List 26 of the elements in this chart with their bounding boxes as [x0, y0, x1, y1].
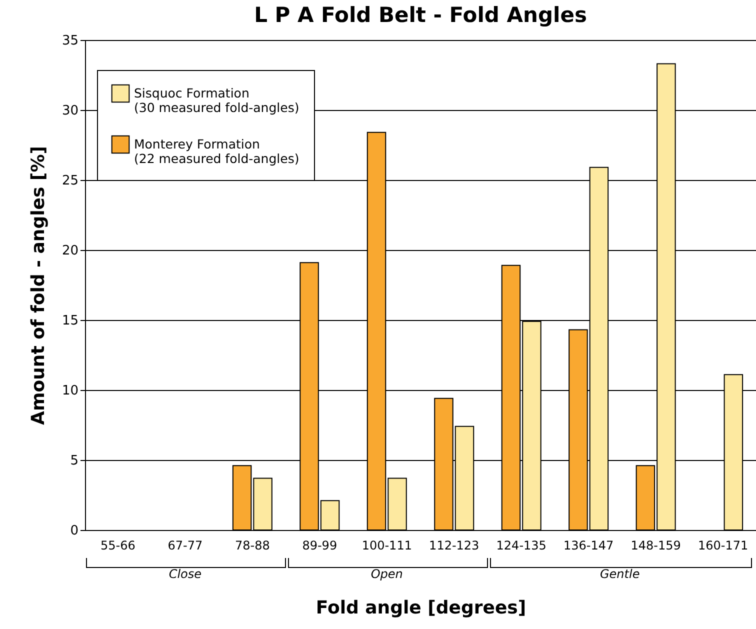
y-tick-label: 0: [70, 524, 78, 538]
x-tick-label: 136-147: [564, 538, 614, 552]
x-tick-label: 148-159: [630, 538, 681, 552]
x-axis-title: Fold angle [degrees]: [316, 598, 526, 618]
y-tick-label: 25: [62, 174, 78, 188]
y-tick-label: 30: [62, 104, 78, 118]
x-tick-label: 112-123: [429, 538, 480, 552]
x-tick-label: 78-88: [234, 538, 270, 552]
chart-title: L P A Fold Belt - Fold Angles: [254, 3, 587, 27]
x-tick-label: 67-77: [168, 538, 203, 552]
y-tick-label: 5: [70, 454, 78, 468]
x-tick-label: 55-66: [100, 538, 136, 552]
x-tick-label: 100-111: [362, 538, 412, 552]
legend-label: Sisquoc Formation (30 measured fold-angles): [134, 86, 300, 115]
text: Close: [168, 567, 203, 581]
legend-label: Monterey Formation (22 measured fold-angles): [134, 136, 300, 166]
x-tick-label: 160-171: [698, 538, 748, 552]
x-tick-label: 89-99: [302, 538, 338, 552]
y-tick-label: 35: [62, 34, 78, 48]
text: Open: [370, 567, 404, 581]
text: Gentle: [599, 567, 641, 581]
y-axis-title: Amount of fold - angles [%]: [28, 146, 49, 425]
y-tick-label: 15: [62, 314, 78, 328]
x-tick-label: 124-135: [496, 538, 546, 552]
y-tick-label: 10: [62, 384, 78, 398]
y-tick-label: 20: [62, 244, 78, 258]
